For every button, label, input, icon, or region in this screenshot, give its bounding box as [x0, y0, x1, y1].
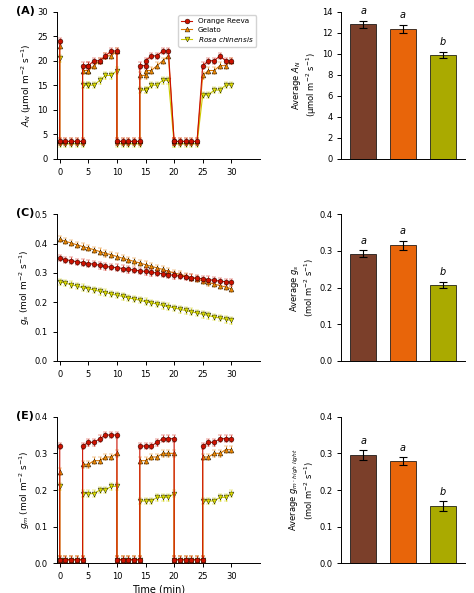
Bar [430, 285, 456, 361]
Bar [350, 24, 376, 158]
Bar [390, 28, 416, 158]
Text: b: b [439, 487, 446, 496]
Text: (E): (E) [16, 411, 34, 421]
Y-axis label: $A_N$ (µmol m$^{-2}$ s$^{-1}$): $A_N$ (µmol m$^{-2}$ s$^{-1}$) [20, 43, 35, 127]
Y-axis label: Average $A_N$
(µmol m$^{-2}$ s$^{-1}$): Average $A_N$ (µmol m$^{-2}$ s$^{-1}$) [290, 53, 319, 117]
Text: a: a [360, 7, 366, 17]
Bar [390, 461, 416, 563]
X-axis label: Time (min): Time (min) [132, 584, 185, 593]
Text: a: a [400, 227, 406, 236]
Text: a: a [400, 443, 406, 453]
Bar [430, 55, 456, 158]
Text: (C): (C) [16, 208, 35, 218]
Bar [390, 246, 416, 361]
Legend: Orange Reeva, Gelato, $\it{Rosa\ chinensis}$: Orange Reeva, Gelato, $\it{Rosa\ chinens… [178, 15, 256, 47]
Y-axis label: $g_s$ (mol m$^{-2}$ s$^{-1}$): $g_s$ (mol m$^{-2}$ s$^{-1}$) [18, 250, 32, 326]
Bar [350, 455, 376, 563]
Bar [350, 253, 376, 361]
Bar [430, 506, 456, 563]
Y-axis label: Average $g_{m \cdot high\ light}$
(mol m$^{-2}$ s$^{-1}$): Average $g_{m \cdot high\ light}$ (mol m… [288, 449, 317, 531]
Text: b: b [439, 37, 446, 47]
Y-axis label: $g_m$ (mol m$^{-2}$ s$^{-1}$): $g_m$ (mol m$^{-2}$ s$^{-1}$) [18, 451, 32, 529]
Y-axis label: Average $g_s$
(mol m$^{-2}$ s$^{-1}$): Average $g_s$ (mol m$^{-2}$ s$^{-1}$) [288, 258, 317, 317]
Text: a: a [400, 10, 406, 20]
Text: b: b [439, 267, 446, 278]
Text: a: a [360, 436, 366, 446]
Text: (A): (A) [16, 6, 35, 16]
Text: a: a [360, 236, 366, 246]
